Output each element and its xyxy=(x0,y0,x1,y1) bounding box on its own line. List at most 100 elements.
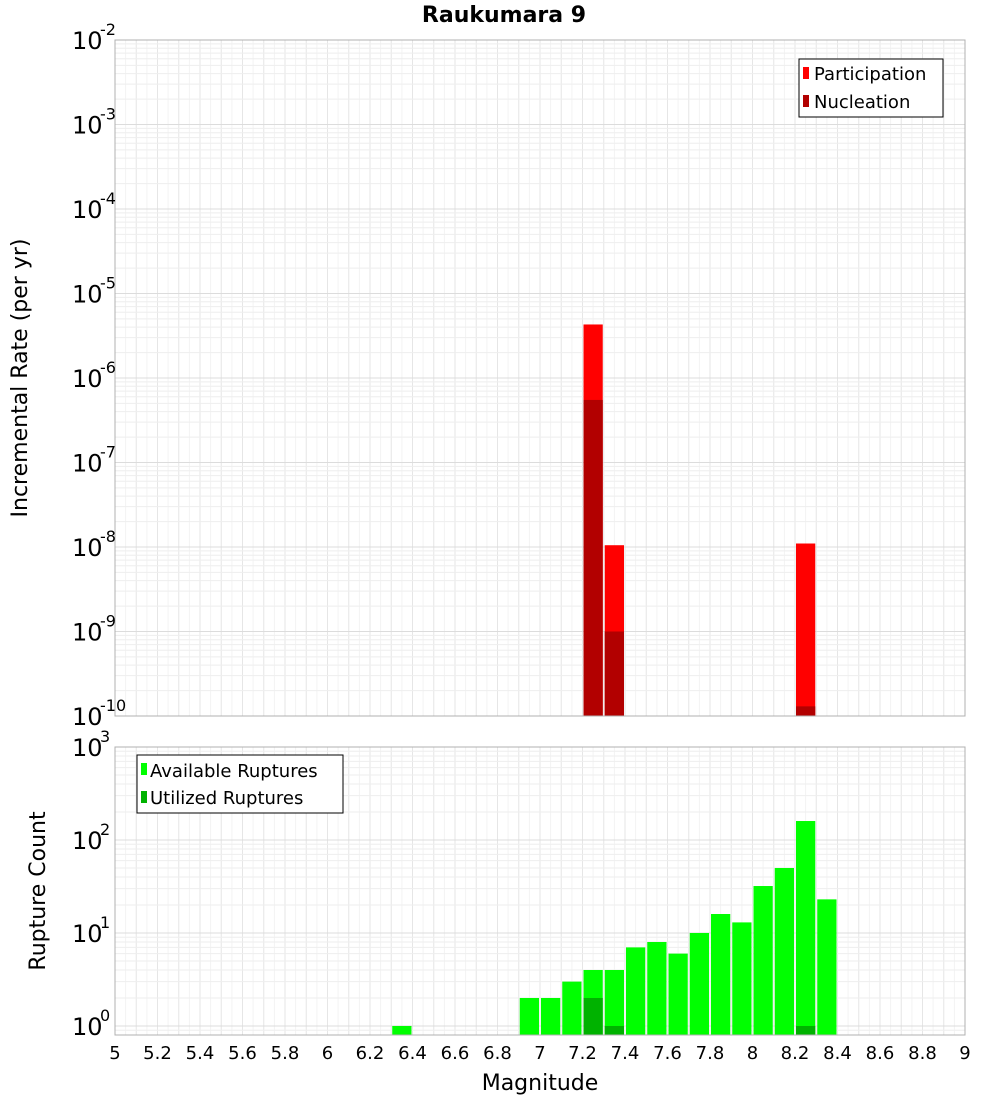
magnitude-x-tick-label: 6.6 xyxy=(441,1043,470,1064)
magnitude-x-axis-label: Magnitude xyxy=(482,1071,599,1096)
utilized-ruptures-legend-label: Utilized Ruptures xyxy=(150,788,303,809)
count-bar-available-ruptures xyxy=(711,914,731,1035)
rate-y-tick-base: 10 xyxy=(72,450,103,478)
magnitude-x-tick-label: 5 xyxy=(109,1043,120,1064)
magnitude-x-tick-label: 5.4 xyxy=(186,1043,215,1064)
rate-y-tick: 10-4 xyxy=(72,189,116,224)
rate-y-tick-exponent: -3 xyxy=(100,105,116,124)
count-y-tick: 103 xyxy=(72,727,110,762)
magnitude-x-tick-label: 6.2 xyxy=(356,1043,385,1064)
rate-y-tick-base: 10 xyxy=(72,27,103,55)
count-y-tick: 101 xyxy=(72,913,110,948)
count-y-tick-exponent: 3 xyxy=(100,727,110,746)
magnitude-x-tick-label: 5.2 xyxy=(143,1043,172,1064)
rate-legend-box xyxy=(798,58,944,118)
rate-y-ticks: 10-210-310-410-510-610-710-810-910-10 xyxy=(72,20,126,731)
nucleation-legend-swatch xyxy=(803,95,809,107)
magnitude-x-tick-label: 7.6 xyxy=(653,1043,682,1064)
rate-bar-participation xyxy=(796,543,816,716)
count-y-tick-exponent: 2 xyxy=(100,820,110,839)
count-legend-box xyxy=(136,754,344,814)
count-legend: Available Ruptures Utilized Ruptures xyxy=(136,754,344,814)
magnitude-x-tick-label: 6.8 xyxy=(483,1043,512,1064)
rate-panel: 10-210-310-410-510-610-710-810-910-10 In… xyxy=(8,20,966,731)
participation-legend-swatch xyxy=(803,67,809,79)
rate-y-tick: 10-7 xyxy=(72,443,116,478)
utilized-ruptures-legend-swatch xyxy=(141,791,147,803)
count-plot-border xyxy=(114,746,966,1036)
magnitude-x-tick-label: 6 xyxy=(322,1043,333,1064)
count-bar-available-ruptures xyxy=(626,947,646,1035)
available-ruptures-legend-label: Available Ruptures xyxy=(150,761,318,782)
magnitude-x-tick-label: 7 xyxy=(534,1043,545,1064)
count-y-tick-base: 10 xyxy=(72,1013,103,1041)
rate-y-tick-base: 10 xyxy=(72,112,103,140)
count-bar-available-ruptures xyxy=(796,821,816,1035)
rate-legend: Participation Nucleation xyxy=(798,58,944,118)
count-bar-available-ruptures xyxy=(668,953,688,1035)
count-bar-available-ruptures xyxy=(519,997,539,1035)
rate-y-tick: 10-3 xyxy=(72,105,116,140)
count-y-tick: 102 xyxy=(72,820,110,855)
rate-y-tick-exponent: -2 xyxy=(100,20,116,39)
rate-y-tick: 10-10 xyxy=(72,696,126,731)
magnitude-x-tick-label: 7.2 xyxy=(568,1043,597,1064)
count-y-tick-base: 10 xyxy=(72,920,103,948)
count-y-tick-exponent: 1 xyxy=(100,913,110,932)
count-bar-utilized-ruptures xyxy=(796,1025,816,1035)
magnitude-x-tick-label: 7.8 xyxy=(696,1043,725,1064)
chart-title: Raukumara 9 xyxy=(422,3,586,28)
rate-y-tick-exponent: -5 xyxy=(100,274,116,293)
rate-bar-nucleation xyxy=(604,631,624,716)
rate-y-tick-exponent: -7 xyxy=(100,443,116,462)
magnitude-x-tick-label: 5.8 xyxy=(271,1043,300,1064)
rate-bar-nucleation xyxy=(796,706,816,716)
magnitude-x-ticks: 5 5.2 5.4 5.6 5.8 6 6.2 6.4 6.6 6.8 7 7.2 7.4 7.6 7.8 8… xyxy=(109,1043,970,1064)
magnitude-x-tick-label: 5.6 xyxy=(228,1043,257,1064)
count-y-tick-base: 10 xyxy=(72,734,103,762)
rate-y-tick-base: 10 xyxy=(72,619,103,647)
count-bars xyxy=(392,821,837,1035)
count-bar-available-ruptures xyxy=(647,942,667,1035)
count-bar-available-ruptures xyxy=(689,932,709,1035)
count-bar-available-ruptures xyxy=(392,1025,412,1035)
rate-y-tick: 10-5 xyxy=(72,274,116,309)
rate-y-tick-base: 10 xyxy=(72,281,103,309)
available-ruptures-legend-swatch xyxy=(141,763,147,775)
magnitude-x-tick-label: 9 xyxy=(959,1043,970,1064)
rate-y-tick-base: 10 xyxy=(72,534,103,562)
count-bar-available-ruptures xyxy=(562,981,582,1035)
rate-y-tick: 10-9 xyxy=(72,612,116,647)
rate-plot-border xyxy=(114,39,966,717)
count-bar-utilized-ruptures xyxy=(604,1025,624,1035)
rate-y-tick-exponent: -6 xyxy=(100,358,116,377)
rate-y-tick: 10-6 xyxy=(72,358,116,393)
count-bar-available-ruptures xyxy=(817,899,837,1035)
count-y-tick: 100 xyxy=(72,1006,110,1041)
magnitude-x-tick-label: 8.8 xyxy=(908,1043,937,1064)
rate-y-axis-label: Incremental Rate (per yr) xyxy=(8,239,33,518)
magnitude-x-tick-label: 8.6 xyxy=(866,1043,895,1064)
rate-y-tick-exponent: -4 xyxy=(100,189,116,208)
count-y-tick-exponent: 0 xyxy=(100,1006,110,1025)
nucleation-legend-label: Nucleation xyxy=(814,92,910,113)
count-bar-utilized-ruptures xyxy=(583,997,603,1035)
rate-gridlines xyxy=(114,39,966,717)
count-bar-available-ruptures xyxy=(604,969,624,1035)
count-y-tick-base: 10 xyxy=(72,827,103,855)
rate-y-tick: 10-2 xyxy=(72,20,116,55)
magnitude-x-tick-label: 6.4 xyxy=(398,1043,427,1064)
count-bar-available-ruptures xyxy=(753,886,773,1035)
magnitude-x-tick-label: 8.4 xyxy=(823,1043,852,1064)
rate-bars xyxy=(583,324,816,716)
count-bar-available-ruptures xyxy=(541,997,561,1035)
rate-y-tick-base: 10 xyxy=(72,703,103,731)
magnitude-x-tick-label: 7.4 xyxy=(611,1043,640,1064)
rate-y-tick-exponent: -9 xyxy=(100,612,116,631)
count-bar-available-ruptures xyxy=(774,867,794,1035)
participation-legend-label: Participation xyxy=(814,64,926,85)
rate-y-tick-base: 10 xyxy=(72,365,103,393)
